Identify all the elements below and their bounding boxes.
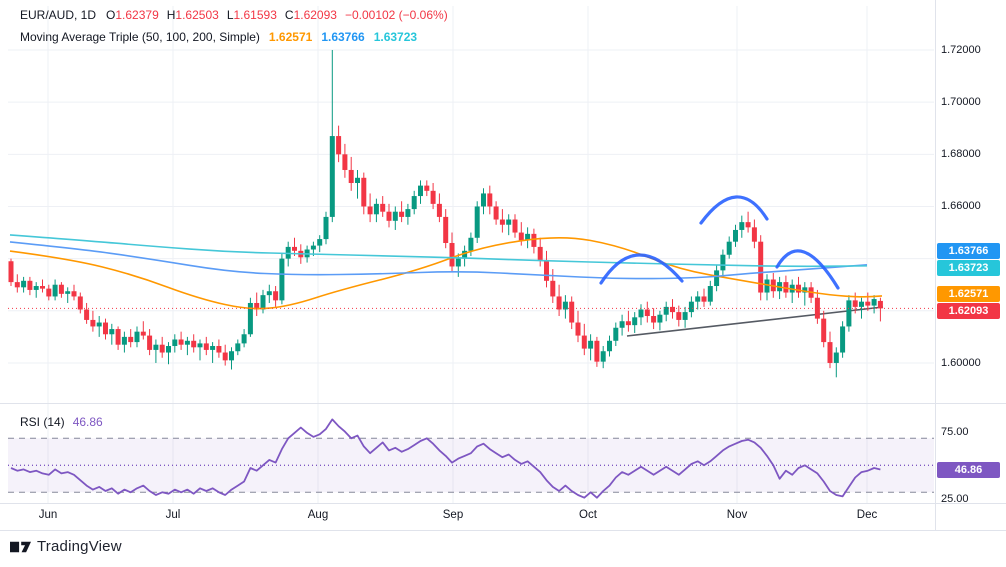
red-price-badge: 1.62093 bbox=[937, 303, 1000, 319]
time-axis-label-dec: Dec bbox=[856, 509, 878, 521]
ohlc-c: C1.62093 bbox=[284, 8, 337, 22]
rsi-legend-row: RSI (14) 46.86 bbox=[20, 415, 103, 429]
ohlc-values: O1.62379 H1.62503 L1.61593 C1.62093 bbox=[106, 8, 345, 22]
rsi-line[interactable] bbox=[10, 418, 881, 499]
change-value: −0.00102 (−0.06%) bbox=[344, 8, 448, 22]
cyan-price-badge: 1.63723 bbox=[937, 260, 1000, 276]
time-axis-label-jun: Jun bbox=[38, 509, 58, 521]
arc-drawing-3[interactable] bbox=[775, 249, 840, 290]
rsi-axis-label: 75.00 bbox=[941, 425, 969, 438]
price-axis-label: 1.66000 bbox=[941, 200, 981, 213]
orange-price-badge: 1.62571 bbox=[937, 286, 1000, 302]
price-axis-label: 1.70000 bbox=[941, 96, 981, 109]
ma-legend-row: Moving Average Triple (50, 100, 200, Sim… bbox=[20, 30, 417, 44]
rsi-value-badge: 46.86 bbox=[937, 461, 1000, 478]
trendline-drawing[interactable] bbox=[626, 306, 884, 337]
time-axis-label-sep: Sep bbox=[442, 509, 464, 521]
ma-value-orange: 1.62571 bbox=[268, 30, 313, 44]
rsi-band bbox=[8, 438, 934, 493]
symbol-legend-row: EUR/AUD, 1D O1.62379 H1.62503 L1.61593 C1.62… bbox=[20, 8, 448, 22]
arc-drawing-2[interactable] bbox=[699, 195, 769, 225]
ohlc-l: L1.61593 bbox=[226, 8, 277, 22]
arc-drawing-1[interactable] bbox=[599, 253, 684, 285]
tradingview-logo-icon bbox=[10, 541, 31, 552]
candlestick-series[interactable] bbox=[8, 50, 883, 378]
rsi-axis-label: 25.00 bbox=[941, 493, 969, 506]
tradingview-logo-text: TradingView bbox=[37, 538, 122, 555]
ma-value-blue: 1.63766 bbox=[321, 30, 365, 44]
price-axis-label: 1.68000 bbox=[941, 148, 981, 161]
sma50-line[interactable] bbox=[9, 236, 883, 310]
sma200-line[interactable] bbox=[9, 234, 868, 268]
time-axis-label-oct: Oct bbox=[579, 509, 597, 521]
ma-values: 1.62571 1.63766 1.63723 bbox=[260, 30, 417, 44]
tradingview-logo[interactable]: TradingView bbox=[10, 538, 122, 555]
time-axis-label-jul: Jul bbox=[165, 509, 181, 521]
symbol-title[interactable]: EUR/AUD, 1D bbox=[20, 8, 97, 22]
sma100-line[interactable] bbox=[9, 241, 868, 280]
price-axis-label: 1.72000 bbox=[941, 44, 981, 56]
ohlc-h: H1.62503 bbox=[166, 8, 219, 22]
price-axis-label: 1.60000 bbox=[941, 356, 981, 369]
rsi-value: 46.86 bbox=[72, 415, 103, 429]
time-axis-label-aug: Aug bbox=[307, 509, 329, 521]
rsi-indicator-title[interactable]: RSI (14) bbox=[20, 415, 65, 429]
ohlc-o: O1.62379 bbox=[106, 8, 159, 22]
ma-indicator-title[interactable]: Moving Average Triple (50, 100, 200, Sim… bbox=[20, 30, 260, 44]
blue-price-badge: 1.63766 bbox=[937, 243, 1000, 259]
ma-value-cyan: 1.63723 bbox=[373, 30, 418, 44]
time-axis-label-nov: Nov bbox=[726, 509, 748, 521]
